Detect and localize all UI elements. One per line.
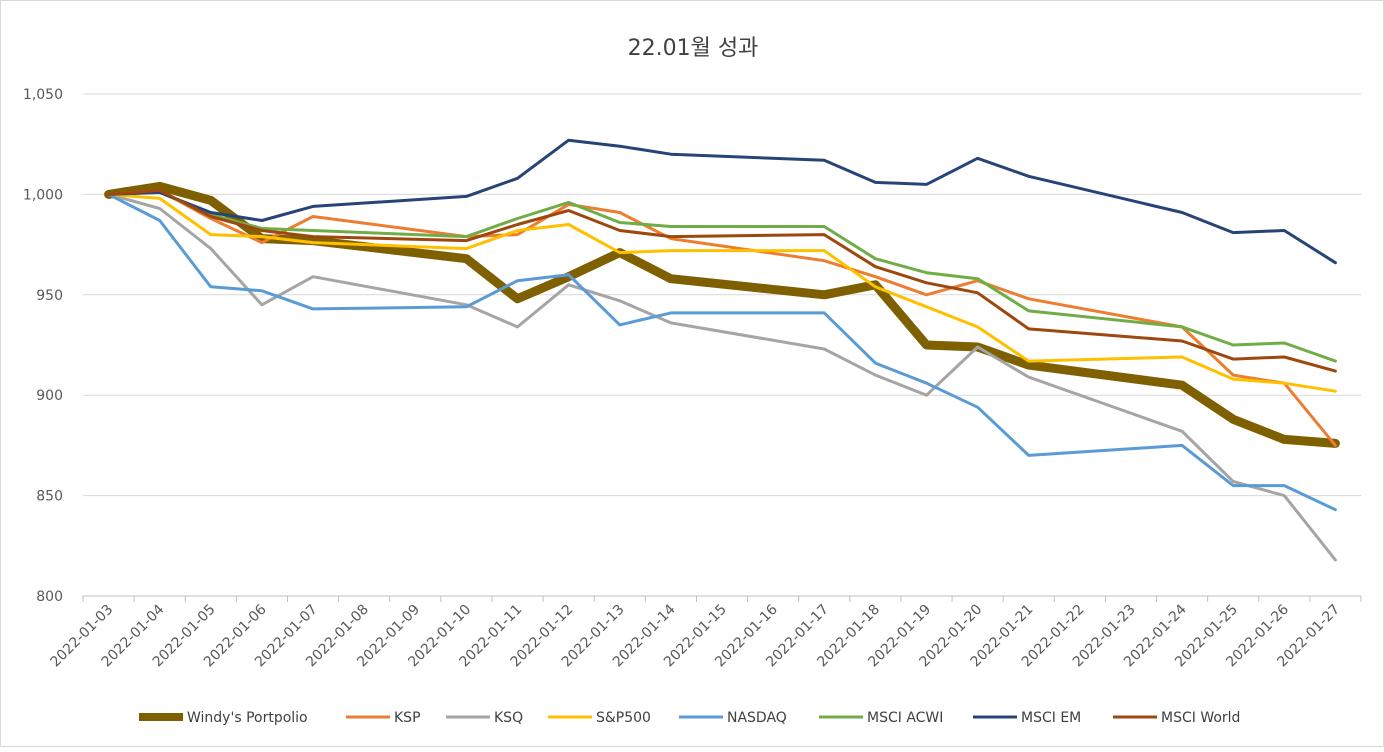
y-tick-label: 1,050 xyxy=(23,87,63,103)
legend-label: MSCI World xyxy=(1161,710,1240,726)
legend-label: MSCI EM xyxy=(1021,710,1081,726)
legend: Windy's Portpolio KSP KSQ S&P500 NASDAQ MSCI … xyxy=(139,710,1240,726)
y-tick-label: 1,000 xyxy=(23,187,63,203)
legend-label: NASDAQ xyxy=(727,710,787,726)
series-line-msci-em xyxy=(107,138,1337,265)
legend-label: KSQ xyxy=(494,710,523,726)
series-lines xyxy=(104,138,1340,562)
legend-label: MSCI ACWI xyxy=(867,710,943,726)
series-line-ksq xyxy=(107,192,1337,562)
legend-label: KSP xyxy=(394,710,421,726)
gridlines xyxy=(83,93,1361,597)
y-tick-label: 800 xyxy=(36,589,63,605)
series-line-s-p500 xyxy=(107,192,1337,393)
y-axis-ticks: 800 850 900 950 1,000 1,050 xyxy=(23,87,63,605)
series-line-windy-s-portpolio xyxy=(104,181,1340,448)
y-tick-label: 900 xyxy=(36,388,63,404)
series-line-nasdaq xyxy=(107,192,1337,512)
legend-label: S&P500 xyxy=(596,710,651,726)
chart-title: 22.01월 성과 xyxy=(628,36,759,61)
y-tick-label: 850 xyxy=(36,489,63,505)
y-tick-label: 950 xyxy=(36,288,63,304)
series-line-msci-world xyxy=(107,188,1337,373)
x-axis: 2022-01-032022-01-042022-01-052022-01-06… xyxy=(48,595,1362,670)
series-line-msci-acwi xyxy=(107,190,1337,363)
legend-label: Windy's Portpolio xyxy=(187,710,308,726)
